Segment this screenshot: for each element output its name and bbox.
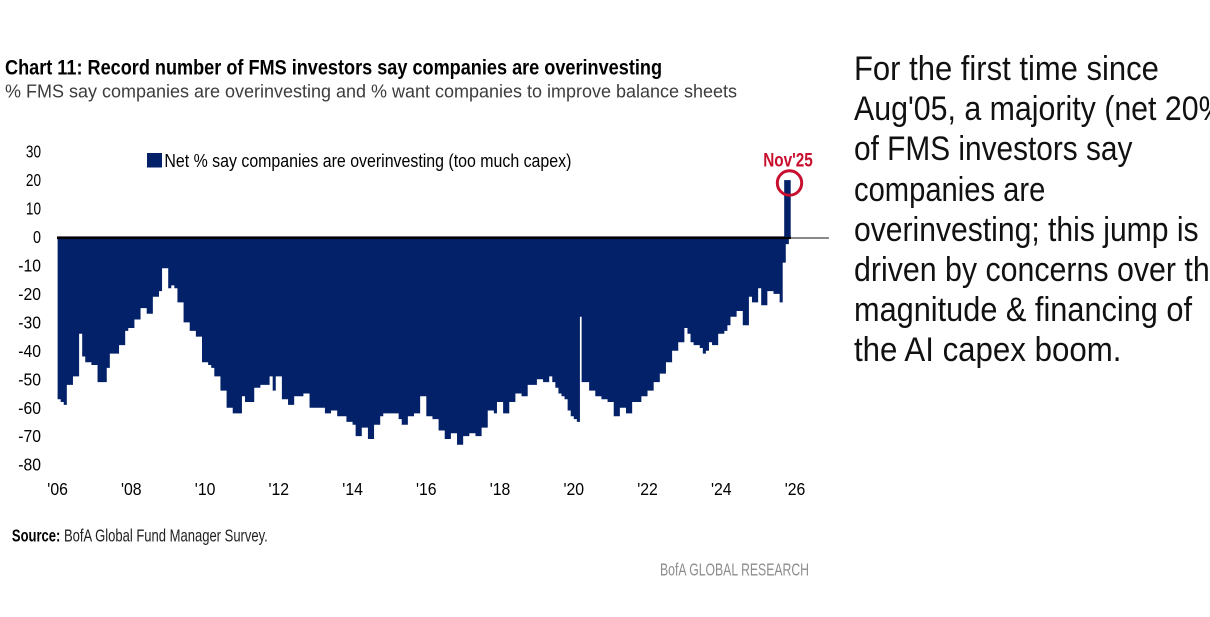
svg-text:'08: '08 xyxy=(121,479,142,499)
svg-text:-70: -70 xyxy=(18,426,41,446)
svg-text:-50: -50 xyxy=(18,369,41,389)
svg-text:-30: -30 xyxy=(18,312,41,332)
svg-text:0: 0 xyxy=(33,227,41,247)
svg-text:'06: '06 xyxy=(47,479,68,499)
svg-text:-40: -40 xyxy=(18,341,41,361)
svg-text:'20: '20 xyxy=(564,479,585,499)
svg-text:30: 30 xyxy=(26,142,41,162)
svg-text:'22: '22 xyxy=(637,479,658,499)
svg-text:-60: -60 xyxy=(18,398,41,418)
svg-text:Nov'25: Nov'25 xyxy=(763,150,813,172)
svg-text:'24: '24 xyxy=(711,479,732,499)
svg-text:'26: '26 xyxy=(785,479,806,499)
svg-text:10: 10 xyxy=(26,199,41,219)
svg-text:'18: '18 xyxy=(490,479,511,499)
svg-text:-10: -10 xyxy=(18,256,41,276)
svg-text:BofA Global Fund Manager Surve: BofA Global Fund Manager Survey. xyxy=(64,525,268,545)
svg-text:'16: '16 xyxy=(416,479,437,499)
svg-text:-80: -80 xyxy=(18,455,41,475)
svg-text:% FMS say companies are overin: % FMS say companies are overinvesting an… xyxy=(5,80,737,101)
svg-text:-20: -20 xyxy=(18,284,41,304)
svg-text:Source:: Source: xyxy=(12,525,60,545)
svg-text:'12: '12 xyxy=(269,479,290,499)
svg-text:20: 20 xyxy=(26,170,41,190)
svg-text:Net % say companies are overin: Net % say companies are overinvesting (t… xyxy=(164,150,571,171)
svg-text:BofA GLOBAL RESEARCH: BofA GLOBAL RESEARCH xyxy=(660,560,809,580)
svg-text:'10: '10 xyxy=(195,479,216,499)
svg-text:'14: '14 xyxy=(342,479,363,499)
svg-text:Chart 11: Record number of FMS: Chart 11: Record number of FMS investors… xyxy=(5,55,662,79)
